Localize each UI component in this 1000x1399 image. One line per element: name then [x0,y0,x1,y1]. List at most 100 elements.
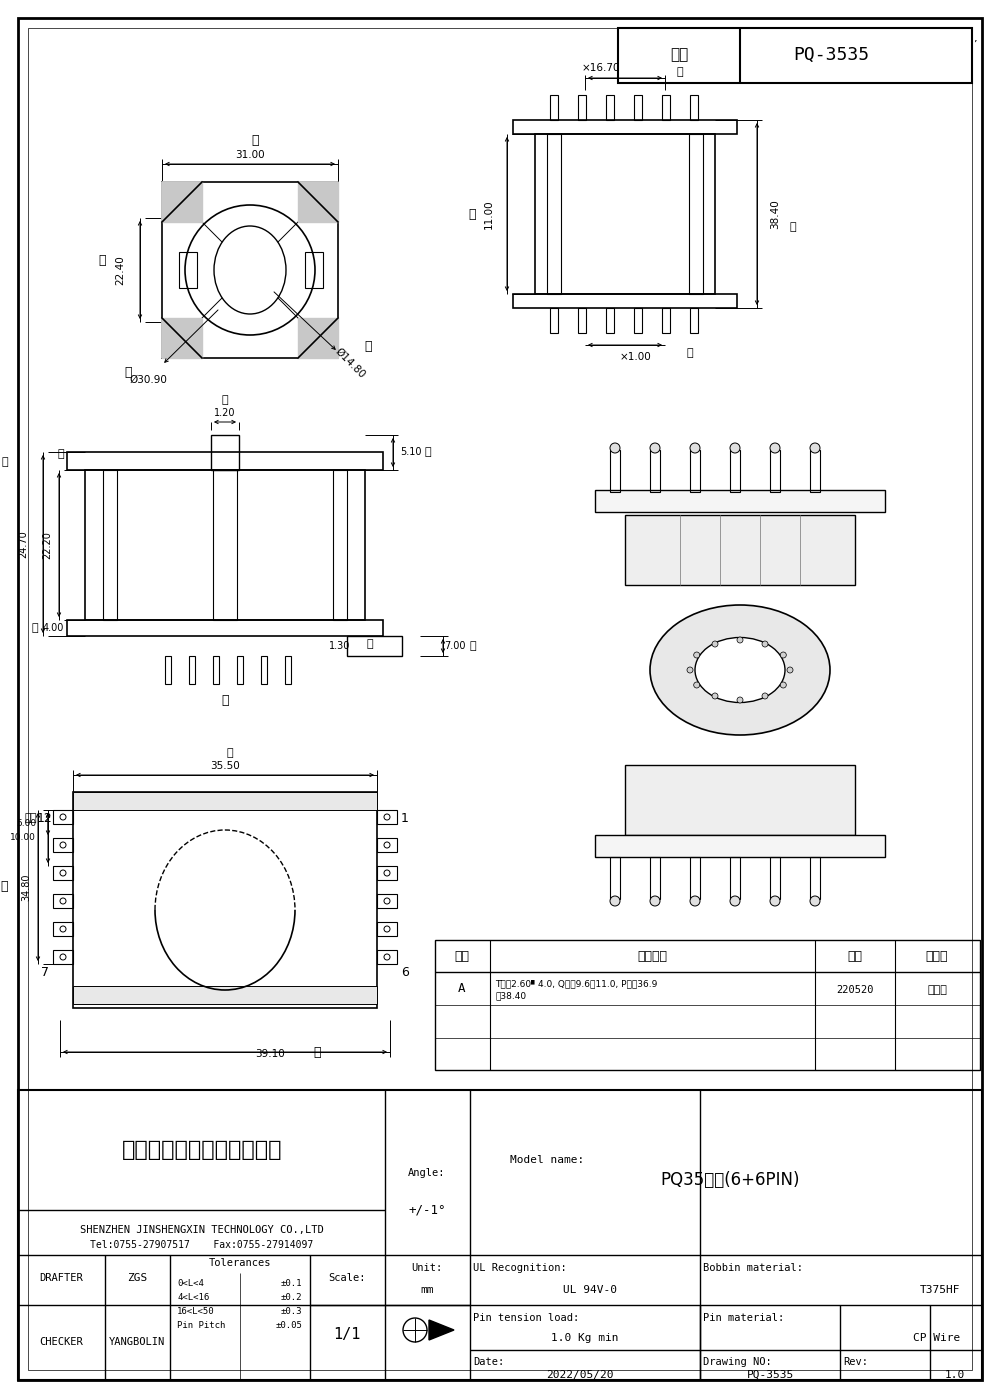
Bar [690,858,700,900]
Bar [650,858,660,900]
Bar [377,922,397,936]
Bar [165,656,171,684]
Text: Drawing NO:: Drawing NO: [703,1357,772,1367]
Circle shape [694,681,700,688]
Bar [67,452,383,470]
Text: PQ-3535: PQ-3535 [746,1370,794,1379]
Bar [53,950,73,964]
Circle shape [780,681,786,688]
Bar [513,294,737,308]
Ellipse shape [214,227,286,313]
Circle shape [810,443,820,453]
Bar [625,515,855,585]
Bar [770,858,780,900]
Text: 24.70: 24.70 [18,530,28,558]
Text: 220520: 220520 [836,985,874,995]
Bar [377,894,397,908]
Text: ×1.00: ×1.00 [619,353,651,362]
Text: 刘展逸: 刘展逸 [927,985,947,995]
Polygon shape [162,318,202,358]
Text: Ⓣ: Ⓣ [32,623,38,632]
Bar [347,637,402,656]
Polygon shape [298,182,338,222]
Bar [595,835,885,858]
Bar [53,838,73,852]
Bar [179,252,197,288]
Circle shape [610,895,620,907]
Polygon shape [162,182,202,222]
Text: 1/1: 1/1 [333,1328,361,1343]
Text: CHECKER: CHECKER [39,1337,83,1347]
Circle shape [770,443,780,453]
Polygon shape [162,182,202,222]
Bar [67,620,383,637]
Text: Pin tension load:: Pin tension load: [473,1314,579,1323]
Bar [535,134,715,294]
Text: CP Wire: CP Wire [913,1333,960,1343]
Text: Angle:: Angle: [408,1168,446,1178]
Text: Ⓠ: Ⓠ [468,207,476,221]
Text: Pin Pitch: Pin Pitch [177,1321,225,1329]
Bar [550,95,558,120]
Text: ±0.05: ±0.05 [275,1321,302,1329]
Bar [103,470,117,620]
Text: Ⓢ: Ⓢ [687,348,693,358]
Bar [625,765,855,835]
Circle shape [770,895,780,907]
Bar [690,308,698,333]
Polygon shape [298,182,338,222]
Text: 厖38.40: 厖38.40 [495,992,526,1000]
Text: DRAFTER: DRAFTER [39,1273,83,1283]
Bar [53,866,73,880]
Polygon shape [298,318,338,358]
Text: 6: 6 [401,965,409,978]
Text: 34.80: 34.80 [21,873,31,901]
Bar [213,470,237,620]
Bar [333,470,347,620]
Text: ⓙ: ⓙ [221,694,229,706]
Polygon shape [162,318,202,358]
Text: 7: 7 [41,965,49,978]
Bar [690,95,698,120]
Text: 版本: 版本 [454,950,470,963]
Bar [578,95,586,120]
Text: +/-1°: +/-1° [408,1203,446,1217]
Text: ±0.1: ±0.1 [280,1279,302,1287]
Text: Ⓑ: Ⓑ [98,253,106,266]
Text: 2022/05/20: 2022/05/20 [546,1370,614,1379]
Text: 1.0: 1.0 [945,1370,965,1379]
Text: ⓗ: ⓗ [367,639,373,649]
Bar [377,950,397,964]
Ellipse shape [650,604,830,734]
Bar [237,656,243,684]
Text: ’: ’ [973,41,977,50]
Bar [73,792,377,1009]
Text: ⓕ: ⓕ [58,449,64,459]
Bar [305,252,323,288]
Circle shape [694,652,700,658]
Bar [550,308,558,333]
Bar [189,656,195,684]
Text: Ⓜ: Ⓜ [29,813,36,823]
Text: 4.00: 4.00 [42,623,64,632]
Text: 35.50: 35.50 [210,761,240,771]
Text: SHENZHEN JINSHENGXIN TECHNOLOGY CO.,LTD: SHENZHEN JINSHENGXIN TECHNOLOGY CO.,LTD [80,1226,324,1235]
Circle shape [787,667,793,673]
Text: 1.20: 1.20 [214,409,236,418]
Text: 5.10: 5.10 [400,448,422,457]
Text: 11.00: 11.00 [484,199,494,229]
Circle shape [610,443,620,453]
Bar [606,308,614,333]
Text: 22.20: 22.20 [42,532,52,560]
Text: YANGBOLIN: YANGBOLIN [109,1337,165,1347]
Text: Ⓔ: Ⓔ [222,395,228,404]
Bar [377,838,397,852]
Text: A: A [458,982,466,995]
Circle shape [687,667,693,673]
Circle shape [730,443,740,453]
Bar [689,134,703,294]
Bar [53,810,73,824]
Text: ±0.2: ±0.2 [280,1293,302,1301]
Text: UL Recognition:: UL Recognition: [473,1263,567,1273]
Bar [53,922,73,936]
